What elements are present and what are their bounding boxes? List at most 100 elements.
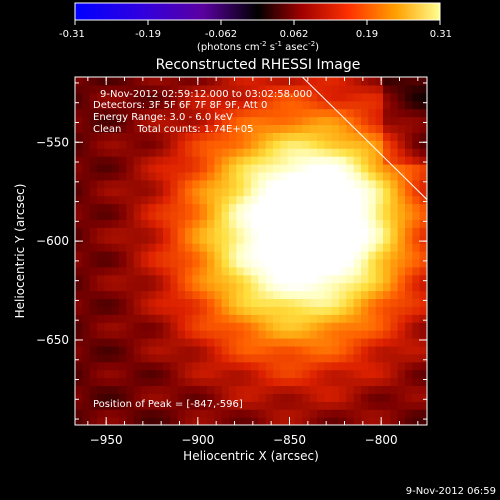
heatmap-cell bbox=[199, 417, 208, 425]
heatmap-cell bbox=[89, 409, 98, 418]
heatmap-cell bbox=[163, 243, 171, 252]
heatmap-cell bbox=[148, 92, 157, 102]
heatmap-cell bbox=[405, 401, 413, 410]
heatmap-cell bbox=[170, 179, 179, 189]
heatmap-cell bbox=[397, 187, 406, 197]
heatmap-cell bbox=[141, 314, 149, 323]
heatmap-cell bbox=[126, 274, 135, 284]
heatmap-cell bbox=[331, 108, 340, 118]
heatmap-cell bbox=[287, 258, 296, 268]
heatmap-cell bbox=[412, 171, 421, 181]
heatmap-cell bbox=[405, 322, 413, 331]
heatmap-cell bbox=[170, 322, 179, 331]
heatmap-cell bbox=[192, 385, 201, 394]
heatmap-cell bbox=[243, 84, 252, 94]
heatmap-cell bbox=[163, 164, 171, 173]
heatmap-cell bbox=[295, 203, 303, 213]
heatmap-cell bbox=[148, 148, 157, 157]
heatmap-cell bbox=[419, 290, 427, 300]
heatmap-cell bbox=[243, 306, 252, 315]
heatmap-cell bbox=[155, 298, 164, 307]
heatmap-cell bbox=[309, 282, 318, 292]
heatmap-cell bbox=[265, 377, 274, 387]
heatmap-cell bbox=[412, 361, 421, 371]
heatmap-cell bbox=[324, 258, 333, 268]
heatmap-cell bbox=[251, 92, 259, 102]
heatmap-cell bbox=[287, 369, 296, 379]
heatmap-cell bbox=[368, 314, 377, 323]
heatmap-cell bbox=[163, 84, 171, 94]
heatmap-cell bbox=[302, 187, 311, 197]
heatmap-cell bbox=[419, 361, 427, 371]
heatmap-cell bbox=[192, 345, 201, 355]
heatmap-cell bbox=[397, 322, 406, 331]
heatmap-cell bbox=[243, 243, 252, 252]
heatmap-cell bbox=[141, 100, 149, 110]
heatmap-cell bbox=[89, 258, 98, 268]
heatmap-cell bbox=[155, 243, 164, 252]
heatmap-cell bbox=[331, 274, 340, 284]
heatmap-cell bbox=[324, 140, 333, 149]
heatmap-cell bbox=[397, 282, 406, 292]
heatmap-cell bbox=[126, 116, 135, 126]
heatmap-cell bbox=[111, 84, 120, 94]
heatmap-cell bbox=[353, 92, 362, 102]
heatmap-cell bbox=[148, 369, 157, 379]
heatmap-cell bbox=[199, 235, 208, 244]
colorbar-tick-label: 0.31 bbox=[430, 29, 452, 40]
heatmap-cell bbox=[89, 179, 98, 189]
x-tick-label: −950 bbox=[90, 433, 123, 447]
heatmap-cell bbox=[177, 156, 186, 165]
heatmap-cell bbox=[273, 353, 281, 363]
heatmap-cell bbox=[89, 243, 98, 252]
heatmap-cell bbox=[214, 409, 223, 418]
heatmap-cell bbox=[258, 330, 267, 339]
heatmap-cell bbox=[148, 179, 157, 189]
heatmap-cell bbox=[419, 417, 427, 425]
heatmap-cell bbox=[214, 124, 223, 133]
heatmap-cell bbox=[97, 164, 105, 173]
heatmap-cell bbox=[221, 393, 230, 402]
heatmap-cell bbox=[346, 171, 355, 181]
heatmap-cell bbox=[119, 203, 127, 213]
heatmap-cell bbox=[207, 322, 215, 331]
heatmap-cell bbox=[295, 274, 303, 284]
heatmap-cell bbox=[251, 243, 259, 252]
heatmap-cell bbox=[221, 401, 230, 410]
heatmap-cell bbox=[111, 322, 120, 331]
heatmap-cell bbox=[324, 266, 333, 276]
heatmap-cell bbox=[111, 227, 120, 236]
heatmap-cell bbox=[104, 108, 113, 118]
heatmap-cell bbox=[280, 84, 289, 94]
heatmap-cell bbox=[375, 282, 384, 292]
heatmap-cell bbox=[280, 227, 289, 236]
heatmap-cell bbox=[361, 179, 369, 189]
heatmap-cell bbox=[273, 108, 281, 118]
heatmap-cell bbox=[229, 124, 237, 133]
heatmap-cell bbox=[375, 274, 384, 284]
heatmap-cell bbox=[346, 227, 355, 236]
heatmap-cell bbox=[331, 361, 340, 371]
heatmap-cell bbox=[170, 298, 179, 307]
heatmap-cell bbox=[397, 116, 406, 126]
heatmap-cell bbox=[419, 385, 427, 394]
heatmap-cell bbox=[383, 243, 391, 252]
heatmap-cell bbox=[192, 314, 201, 323]
heatmap-cell bbox=[339, 148, 347, 157]
heatmap-cell bbox=[324, 219, 333, 228]
heatmap-cell bbox=[141, 393, 149, 402]
heatmap-cell bbox=[273, 92, 281, 102]
heatmap-cell bbox=[412, 330, 421, 339]
heatmap-cell bbox=[141, 171, 149, 181]
heatmap-cell bbox=[170, 187, 179, 197]
heatmap-cell bbox=[177, 132, 186, 141]
heatmap-cell bbox=[75, 243, 83, 252]
heatmap-cell bbox=[97, 401, 105, 410]
heatmap-cell bbox=[104, 322, 113, 331]
heatmap-cell bbox=[265, 164, 274, 173]
heatmap-cell bbox=[236, 417, 245, 425]
heatmap-cell bbox=[236, 330, 245, 339]
heatmap-cell bbox=[229, 195, 237, 205]
heatmap-cell bbox=[412, 203, 421, 213]
heatmap-cell bbox=[192, 156, 201, 165]
